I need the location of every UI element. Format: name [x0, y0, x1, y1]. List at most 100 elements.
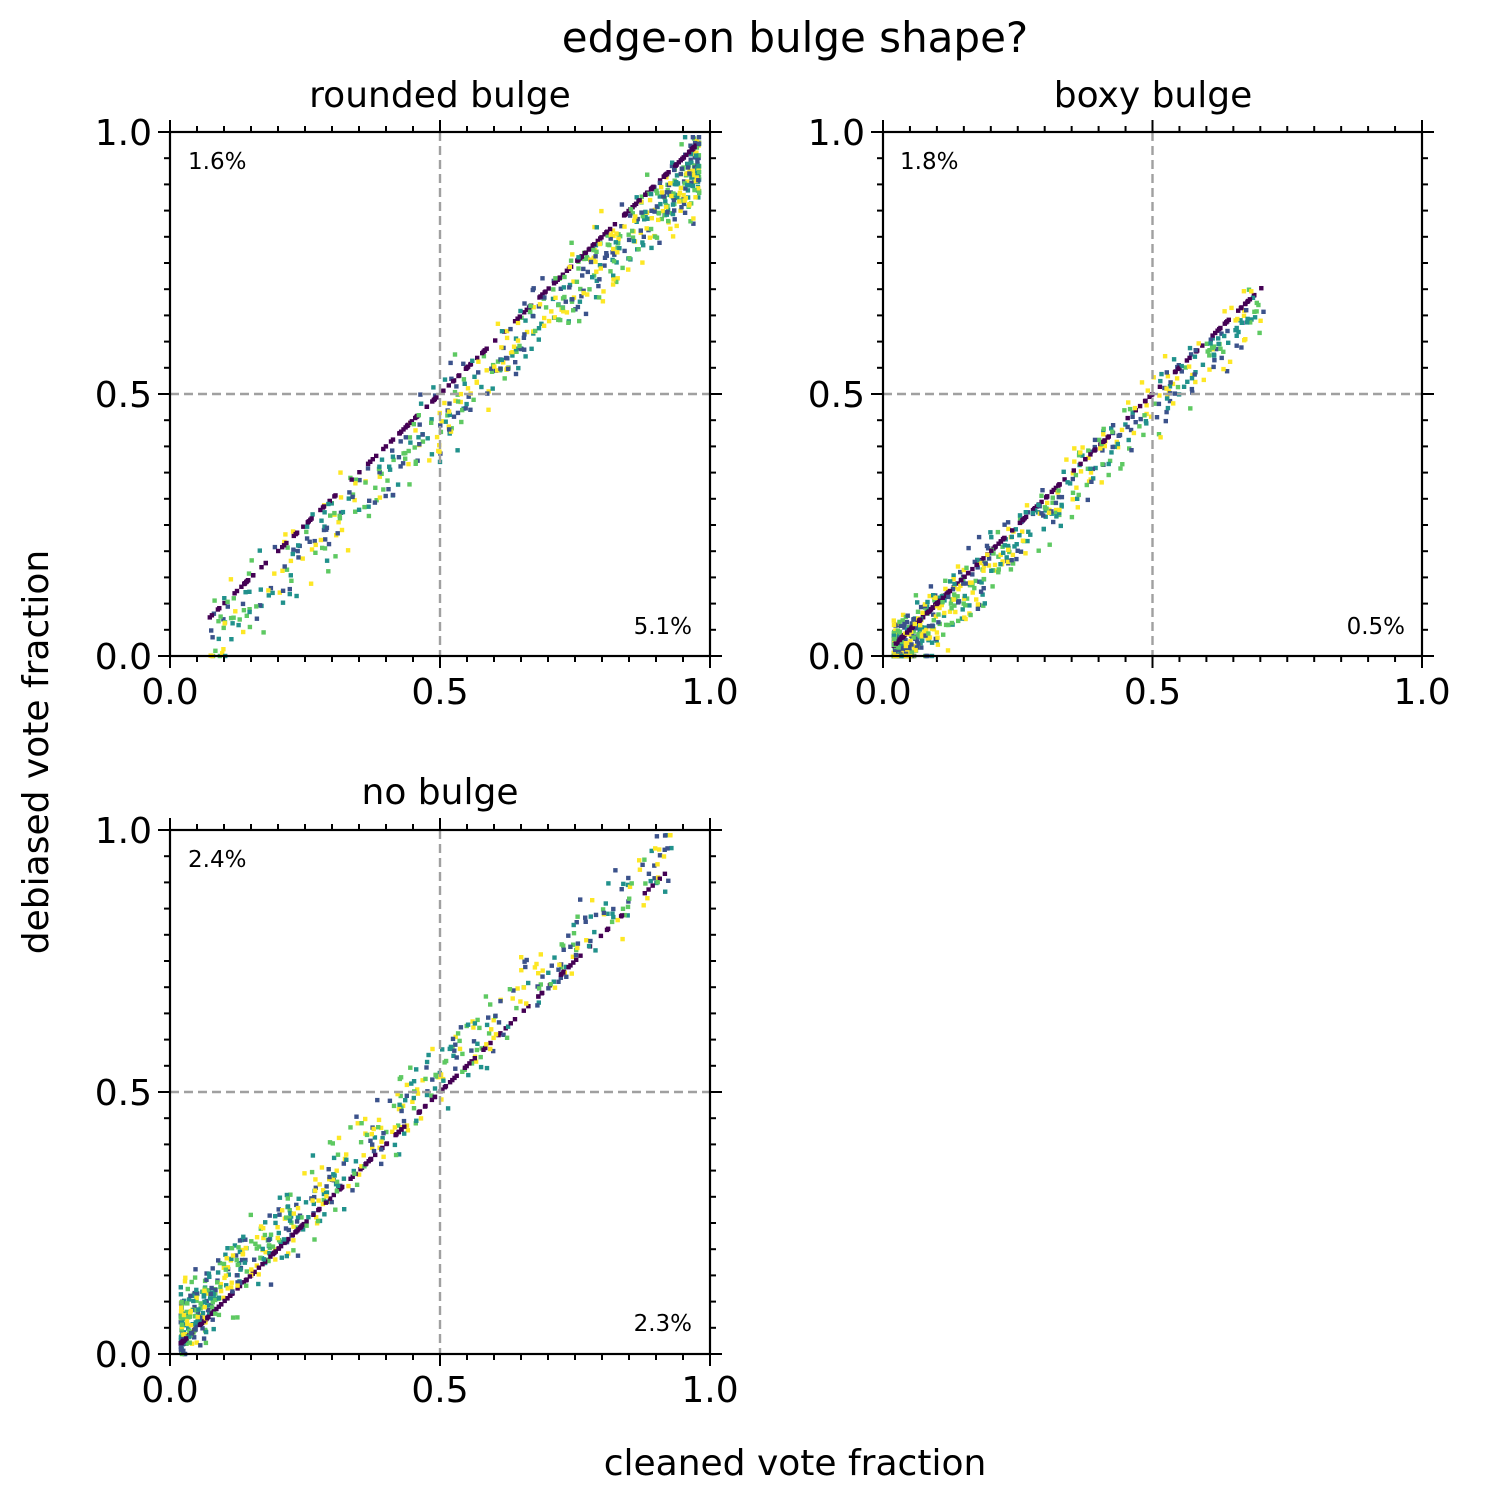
data-point	[254, 1235, 260, 1240]
data-point	[216, 1295, 222, 1300]
data-point	[566, 965, 571, 970]
data-point	[1105, 435, 1110, 440]
data-point	[1211, 364, 1216, 370]
data-point	[660, 208, 666, 214]
data-point	[573, 952, 579, 958]
data-point	[613, 240, 618, 245]
data-point	[1187, 355, 1192, 361]
data-point	[242, 1260, 247, 1265]
data-point	[313, 1188, 318, 1193]
data-point	[1204, 341, 1210, 346]
data-point	[696, 163, 701, 169]
data-point	[376, 1125, 381, 1130]
data-point	[488, 1002, 493, 1007]
data-point	[1075, 496, 1080, 501]
data-point	[198, 1343, 203, 1348]
data-point	[896, 645, 901, 650]
data-point	[455, 399, 461, 404]
data-point	[200, 1326, 205, 1331]
data-point	[247, 624, 253, 630]
data-point	[234, 1273, 240, 1278]
data-point	[674, 180, 679, 185]
data-point	[229, 1280, 234, 1285]
data-point	[1075, 505, 1080, 510]
data-point	[611, 906, 616, 912]
data-point	[261, 1235, 266, 1241]
data-point	[424, 1059, 430, 1065]
data-point	[484, 368, 489, 373]
data-point	[404, 423, 410, 429]
corner-annotation-top-left: 1.6%	[188, 149, 246, 175]
data-point	[491, 1048, 496, 1054]
data-point	[536, 971, 541, 976]
data-point	[1244, 308, 1249, 313]
data-point	[597, 277, 602, 282]
panel-rounded-bulge: rounded bulge 1.6% 5.1% 0.0 0.5 1.00.00.51…	[95, 75, 739, 713]
data-point	[581, 256, 587, 262]
y-tick-label: 1.0	[95, 113, 152, 154]
data-point	[652, 209, 657, 214]
data-point	[597, 263, 603, 268]
data-point	[542, 315, 547, 321]
data-point	[489, 369, 495, 374]
data-point	[903, 643, 909, 649]
data-point	[397, 430, 402, 436]
data-point	[967, 580, 973, 585]
data-point	[312, 538, 317, 544]
data-point	[952, 581, 957, 587]
data-point	[495, 321, 501, 326]
data-point	[1023, 510, 1028, 515]
data-point	[475, 355, 480, 361]
data-point	[985, 546, 991, 551]
data-point	[588, 938, 593, 944]
data-point	[478, 1064, 484, 1070]
data-point	[465, 365, 470, 370]
data-point	[552, 955, 557, 960]
data-point	[349, 477, 354, 482]
data-point	[643, 881, 648, 886]
data-point	[1126, 437, 1131, 443]
data-point	[958, 583, 963, 589]
data-point	[1227, 359, 1233, 364]
data-point	[516, 365, 521, 371]
data-point	[338, 495, 344, 500]
data-point	[626, 899, 631, 904]
data-point	[643, 215, 648, 220]
data-point	[377, 474, 382, 479]
data-point	[248, 1212, 253, 1218]
data-point	[390, 448, 395, 453]
data-point	[294, 593, 299, 599]
data-point	[328, 513, 333, 518]
data-point	[557, 962, 562, 967]
data-point	[961, 596, 967, 601]
data-point	[526, 1004, 531, 1009]
data-point	[179, 1305, 184, 1310]
data-point	[535, 1003, 540, 1008]
data-point	[1005, 559, 1011, 565]
data-point	[558, 317, 563, 323]
data-point	[626, 208, 631, 214]
data-point	[640, 862, 645, 867]
data-point	[187, 1314, 192, 1319]
data-point	[893, 628, 898, 633]
data-point	[635, 216, 640, 222]
data-point	[996, 567, 1001, 572]
data-point	[654, 188, 659, 193]
data-point	[596, 295, 602, 300]
data-point	[648, 878, 653, 884]
data-point	[314, 1215, 319, 1220]
data-point	[1110, 429, 1115, 435]
data-point	[615, 276, 620, 281]
data-point	[568, 944, 573, 949]
data-point	[655, 880, 660, 885]
data-point	[256, 1244, 262, 1249]
data-point	[621, 881, 626, 887]
data-point	[1088, 466, 1093, 471]
data-point	[1156, 432, 1162, 437]
data-point	[582, 251, 588, 256]
data-point	[1110, 444, 1115, 450]
data-point	[276, 1230, 281, 1236]
data-point	[198, 1315, 203, 1321]
data-point	[205, 1307, 211, 1313]
data-point	[685, 188, 691, 193]
